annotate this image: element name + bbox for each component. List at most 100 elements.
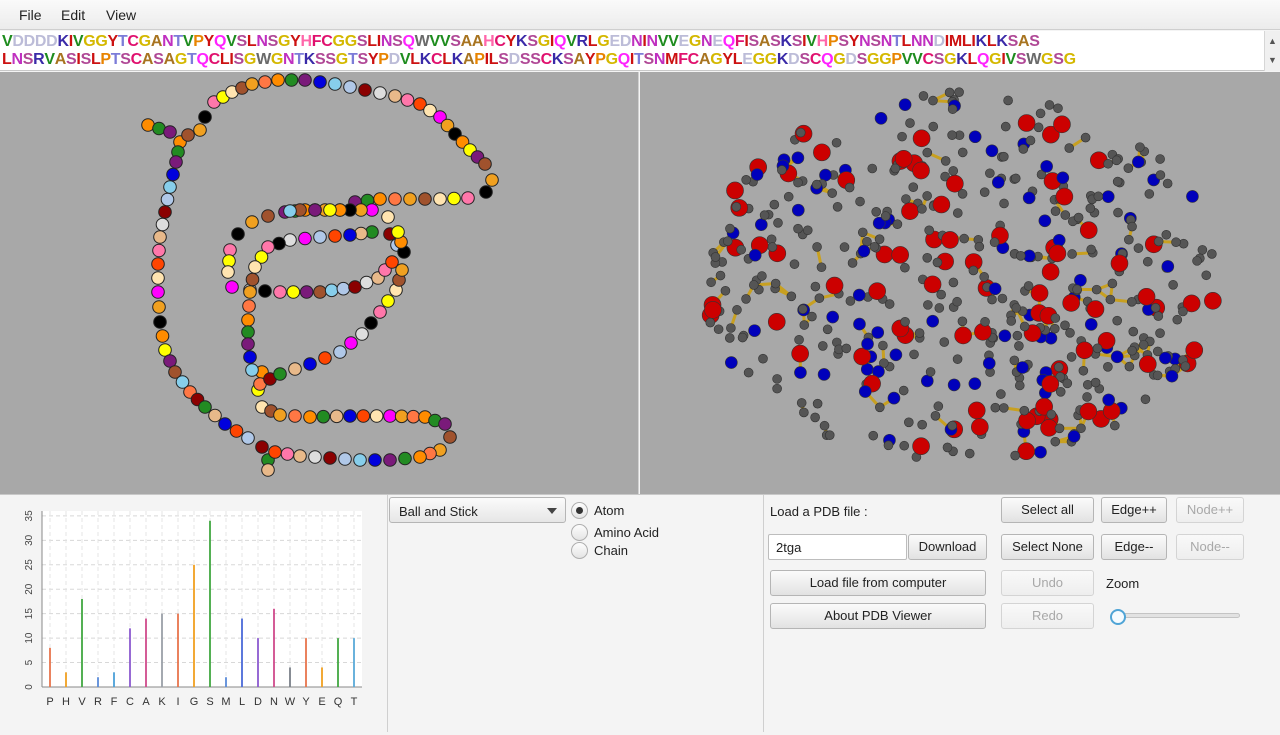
residue-letter[interactable]: N: [701, 33, 712, 51]
residue-letter[interactable]: Y: [290, 33, 300, 51]
residue-letter[interactable]: L: [442, 51, 451, 69]
residue-letter[interactable]: E: [742, 51, 752, 69]
residue-letter[interactable]: R: [33, 51, 44, 69]
residue-letter[interactable]: Q: [214, 33, 226, 51]
residue-letter[interactable]: S: [520, 51, 530, 69]
residue-letter[interactable]: N: [911, 33, 922, 51]
residue-letter[interactable]: C: [688, 51, 699, 69]
zoom-slider-thumb[interactable]: [1110, 609, 1126, 625]
residue-letter[interactable]: C: [321, 33, 332, 51]
residue-letter[interactable]: G: [1041, 51, 1053, 69]
residue-letter[interactable]: P: [193, 33, 203, 51]
residue-letter[interactable]: E: [609, 33, 619, 51]
residue-letter[interactable]: S: [268, 33, 278, 51]
residue-letter[interactable]: D: [788, 51, 799, 69]
residue-letter[interactable]: V: [226, 33, 236, 51]
residue-letter[interactable]: F: [678, 51, 687, 69]
sequence-line-1[interactable]: VDDDDKIVGGYTCGANTVPYQVSLNSGYHFCGGSLINSQW…: [2, 33, 1264, 51]
residue-letter[interactable]: G: [1064, 51, 1076, 69]
residue-letter[interactable]: T: [348, 51, 357, 69]
residue-letter[interactable]: L: [2, 51, 11, 69]
residue-letter[interactable]: S: [325, 51, 335, 69]
residue-letter[interactable]: V: [429, 33, 439, 51]
sequence-scrollbar[interactable]: ▲ ▼: [1264, 31, 1280, 71]
residue-letter[interactable]: C: [494, 33, 505, 51]
residue-letter[interactable]: T: [187, 51, 196, 69]
residue-letter[interactable]: A: [699, 51, 710, 69]
residue-letter[interactable]: H: [483, 33, 494, 51]
residue-letter[interactable]: K: [57, 33, 68, 51]
residue-letter[interactable]: S: [934, 51, 944, 69]
load-from-computer-button[interactable]: Load file from computer: [770, 570, 986, 596]
residue-letter[interactable]: S: [23, 51, 33, 69]
residue-letter[interactable]: T: [111, 51, 120, 69]
residue-letter[interactable]: K: [976, 33, 987, 51]
menu-view[interactable]: View: [106, 7, 136, 23]
radio-atom-indicator[interactable]: [571, 502, 588, 519]
radio-chain[interactable]: Chain: [571, 542, 691, 560]
residue-letter[interactable]: M: [665, 51, 678, 69]
residue-letter[interactable]: S: [870, 33, 880, 51]
residue-letter[interactable]: L: [987, 33, 996, 51]
residue-letter[interactable]: G: [879, 51, 891, 69]
residue-letter[interactable]: S: [792, 33, 802, 51]
residue-letter[interactable]: R: [577, 33, 588, 51]
residue-letter[interactable]: A: [164, 51, 175, 69]
residue-letter[interactable]: T: [294, 51, 303, 69]
residue-letter[interactable]: S: [81, 51, 91, 69]
residue-letter[interactable]: V: [73, 33, 83, 51]
residue-letter[interactable]: L: [367, 33, 376, 51]
radio-amino-acid-indicator[interactable]: [571, 524, 588, 541]
residue-letter[interactable]: K: [420, 51, 431, 69]
residue-letter[interactable]: S: [799, 51, 809, 69]
residue-letter[interactable]: S: [1053, 51, 1063, 69]
residue-letter[interactable]: G: [606, 51, 618, 69]
residue-letter[interactable]: K: [781, 33, 792, 51]
download-button[interactable]: Download: [908, 534, 987, 560]
residue-letter[interactable]: A: [142, 51, 153, 69]
residue-letter[interactable]: G: [989, 51, 1001, 69]
residue-letter[interactable]: V: [902, 51, 912, 69]
node-decrease-button[interactable]: Node--: [1176, 534, 1244, 560]
residue-letter[interactable]: A: [574, 51, 585, 69]
residue-letter[interactable]: P: [595, 51, 605, 69]
residue-letter[interactable]: L: [489, 51, 498, 69]
residue-letter[interactable]: N: [922, 33, 933, 51]
residue-letter[interactable]: A: [463, 51, 474, 69]
residue-letter[interactable]: Y: [506, 33, 516, 51]
residue-letter[interactable]: D: [845, 51, 856, 69]
zoom-slider[interactable]: [1113, 613, 1240, 618]
residue-letter[interactable]: K: [304, 51, 315, 69]
residue-letter[interactable]: S: [530, 51, 540, 69]
radio-chain-indicator[interactable]: [571, 542, 588, 559]
residue-letter[interactable]: C: [541, 51, 552, 69]
residue-letter[interactable]: N: [283, 51, 294, 69]
residue-letter[interactable]: V: [440, 33, 450, 51]
residue-letter[interactable]: S: [315, 51, 325, 69]
residue-letter[interactable]: A: [759, 33, 770, 51]
residue-letter[interactable]: S: [527, 33, 537, 51]
residue-letter[interactable]: W: [1026, 51, 1041, 69]
residue-letter[interactable]: N: [881, 33, 892, 51]
residue-letter[interactable]: K: [516, 33, 527, 51]
residue-letter[interactable]: V: [2, 33, 12, 51]
amino-acid-chain-view[interactable]: [0, 72, 639, 494]
residue-letter[interactable]: D: [24, 33, 35, 51]
residue-letter[interactable]: C: [922, 51, 933, 69]
residue-letter[interactable]: D: [620, 33, 631, 51]
residue-letter[interactable]: Y: [849, 33, 859, 51]
undo-button[interactable]: Undo: [1001, 570, 1094, 596]
residue-letter[interactable]: G: [244, 51, 256, 69]
residue-letter[interactable]: V: [183, 33, 193, 51]
pdb-id-input[interactable]: [768, 534, 907, 560]
residue-letter[interactable]: V: [44, 51, 54, 69]
residue-letter[interactable]: G: [271, 51, 283, 69]
residue-letter[interactable]: Q: [821, 51, 833, 69]
residue-letter[interactable]: S: [66, 51, 76, 69]
residue-letter[interactable]: G: [345, 33, 357, 51]
residue-letter[interactable]: S: [153, 51, 163, 69]
residue-letter[interactable]: A: [1018, 33, 1029, 51]
edge-decrease-button[interactable]: Edge--: [1101, 534, 1167, 560]
residue-letter[interactable]: Q: [618, 51, 630, 69]
menu-edit[interactable]: Edit: [61, 7, 85, 23]
